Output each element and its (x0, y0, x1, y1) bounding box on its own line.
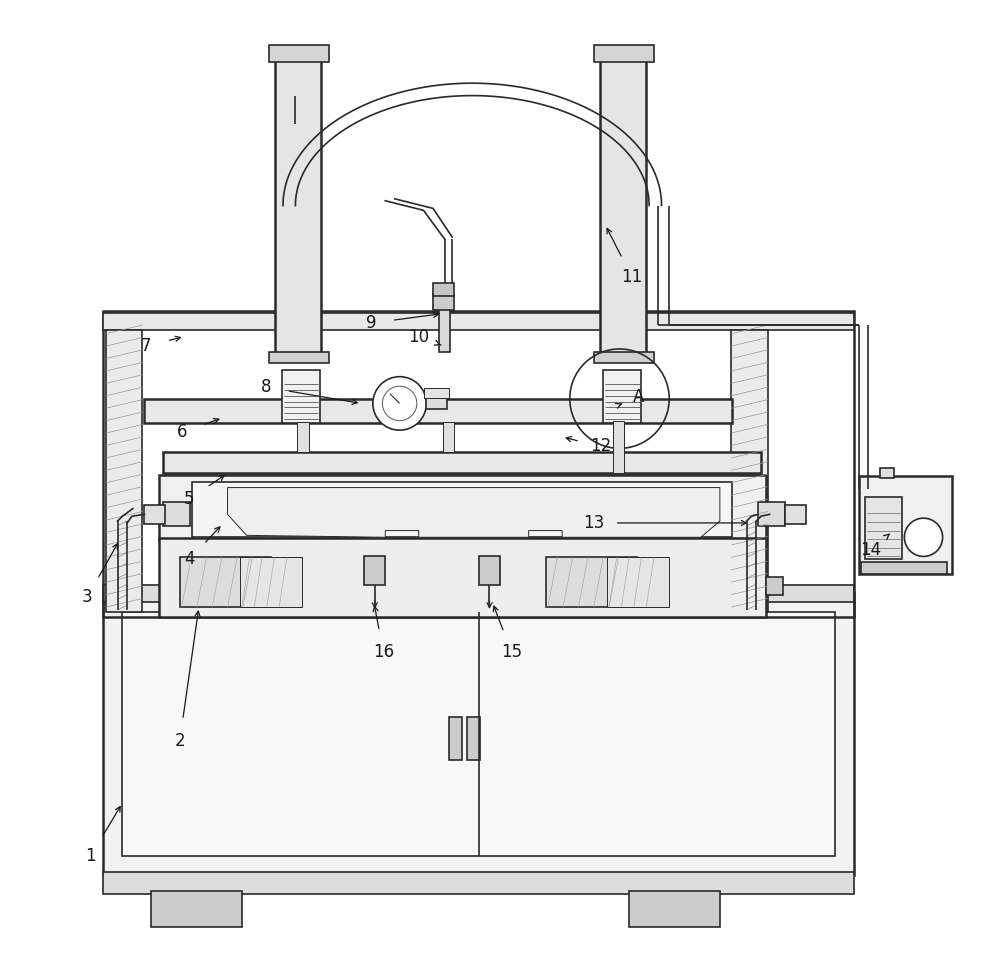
Text: 3: 3 (82, 589, 92, 606)
Circle shape (373, 377, 426, 430)
Bar (603, 370, 641, 423)
Bar (297, 422, 309, 452)
Bar (275, 53, 321, 358)
Bar (731, 330, 768, 612)
Bar (546, 557, 637, 607)
Bar (766, 577, 783, 595)
Bar (600, 53, 646, 358)
Bar (607, 557, 669, 607)
Bar (865, 497, 902, 559)
Bar (629, 891, 720, 927)
Bar (151, 891, 242, 927)
Bar (443, 422, 454, 452)
Bar (269, 352, 329, 363)
Bar (103, 585, 854, 602)
Text: 13: 13 (583, 514, 604, 532)
Bar (269, 45, 329, 62)
Bar (103, 872, 854, 894)
Text: 11: 11 (621, 269, 643, 286)
Bar (479, 556, 500, 585)
Bar (163, 502, 190, 526)
Bar (144, 399, 732, 423)
Bar (163, 452, 761, 473)
Text: 12: 12 (590, 438, 611, 455)
Bar (467, 717, 480, 760)
Bar (103, 313, 854, 330)
Text: 5: 5 (184, 490, 195, 508)
Text: 8: 8 (261, 379, 271, 396)
Bar (433, 283, 454, 296)
Bar (192, 482, 732, 537)
Bar (159, 475, 766, 540)
Bar (159, 538, 766, 617)
Bar (433, 294, 454, 310)
Text: A: A (633, 388, 644, 405)
Bar (594, 352, 654, 363)
Text: 16: 16 (373, 643, 394, 661)
Text: 1: 1 (86, 847, 96, 864)
Text: 6: 6 (177, 424, 188, 441)
Bar (613, 421, 624, 473)
Bar (785, 505, 806, 524)
Bar (364, 556, 385, 585)
Bar (282, 370, 320, 423)
Bar (180, 557, 271, 607)
Bar (424, 388, 449, 398)
Polygon shape (228, 488, 720, 537)
Bar (858, 476, 952, 574)
Bar (449, 717, 462, 760)
Text: 7: 7 (141, 337, 152, 355)
Text: 9: 9 (366, 315, 376, 332)
Text: 10: 10 (408, 328, 429, 345)
Bar (880, 468, 894, 478)
Bar (106, 330, 142, 612)
Bar (861, 562, 947, 574)
Bar (613, 422, 624, 452)
Bar (594, 45, 654, 62)
Bar (240, 557, 302, 607)
Bar (103, 593, 854, 875)
Circle shape (904, 518, 943, 556)
Bar (426, 395, 447, 409)
Text: 14: 14 (860, 541, 881, 558)
Bar (439, 306, 450, 352)
Text: 15: 15 (501, 643, 522, 661)
Text: 4: 4 (184, 551, 195, 568)
Bar (103, 311, 854, 617)
Bar (122, 612, 835, 856)
Bar (758, 502, 785, 526)
Text: 2: 2 (174, 732, 185, 750)
Bar (144, 505, 165, 524)
